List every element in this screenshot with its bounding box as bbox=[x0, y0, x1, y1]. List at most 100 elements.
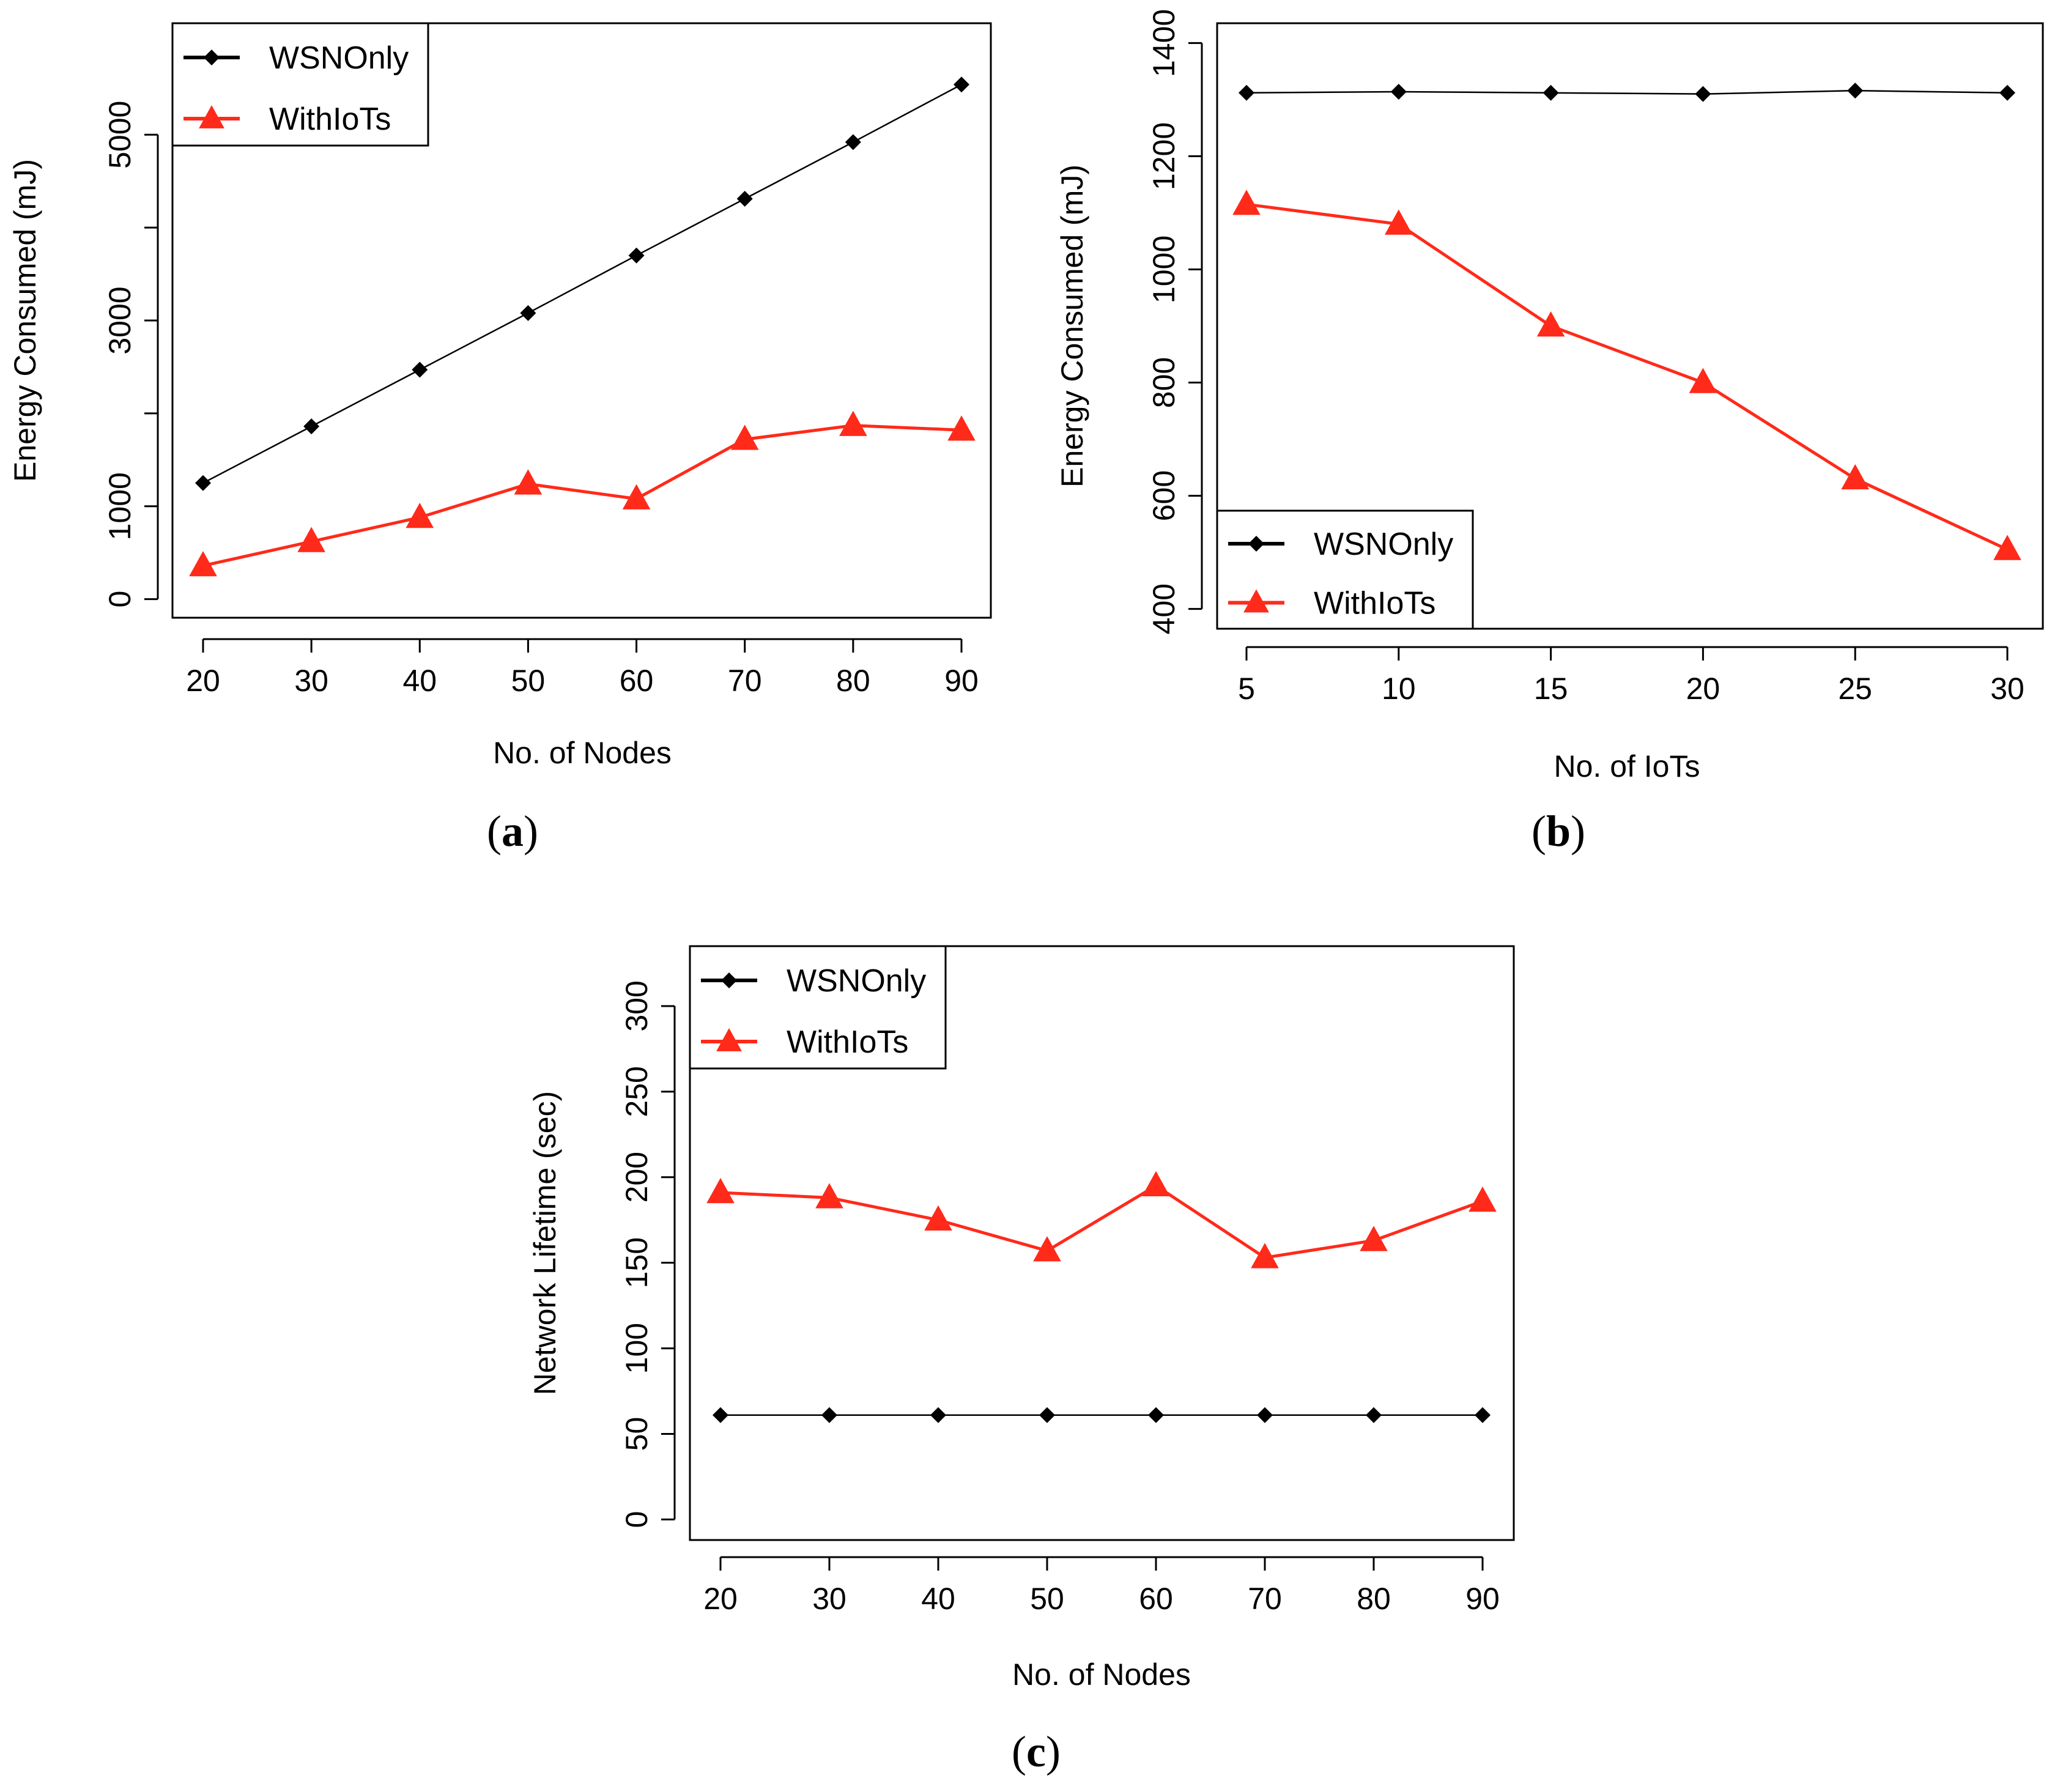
x-tick-label: 30 bbox=[294, 664, 328, 698]
legend-marker-withiots bbox=[716, 1028, 742, 1051]
chart-b: 5 10 15 20 25 30 400 600 800 1000 1200 1400 No. of I… bbox=[1055, 9, 2044, 856]
legend-marker-wsnonly bbox=[721, 972, 737, 988]
caption-part: ( bbox=[487, 807, 502, 856]
x-tick-label: 50 bbox=[1030, 1582, 1064, 1616]
y-tick-label: 400 bbox=[1147, 583, 1181, 634]
x-tick-label: 30 bbox=[1990, 672, 2024, 706]
y-tick-label: 3000 bbox=[103, 286, 137, 354]
data-point-wsnonly bbox=[1695, 86, 1711, 102]
x-tick-label: 90 bbox=[1465, 1582, 1500, 1616]
y-tick-label: 1000 bbox=[103, 472, 137, 540]
data-point-withiots bbox=[1385, 209, 1413, 235]
y-tick-label: 0 bbox=[620, 1511, 654, 1528]
legend-label: WithIoTs bbox=[1314, 586, 1435, 621]
x-tick-label: 60 bbox=[620, 664, 654, 698]
x-tick-label: 70 bbox=[1248, 1582, 1282, 1616]
x-axis-label: No. of IoTs bbox=[1554, 749, 1700, 783]
data-point-wsnonly bbox=[930, 1407, 946, 1423]
caption-part: b bbox=[1546, 807, 1571, 856]
caption-part: ) bbox=[1046, 1727, 1061, 1776]
legend-label: WSNOnly bbox=[269, 40, 409, 76]
data-point-withiots bbox=[839, 410, 867, 436]
y-axis-label: Energy Consumed (mJ) bbox=[8, 159, 42, 482]
data-point-withiots bbox=[297, 527, 325, 552]
x-tick-label: 25 bbox=[1838, 672, 1872, 706]
figure-caption: (a) bbox=[487, 807, 538, 856]
x-axis-label: No. of Nodes bbox=[493, 736, 672, 770]
data-point-withiots bbox=[1360, 1226, 1388, 1251]
chart-a: 20 30 40 50 60 70 80 90 0 1000 3000 5000 No. of Node… bbox=[8, 22, 992, 856]
caption-part: ( bbox=[1532, 807, 1546, 856]
y-tick-label: 1000 bbox=[1147, 235, 1181, 303]
data-point-wsnonly bbox=[1366, 1407, 1382, 1423]
data-point-withiots bbox=[1993, 535, 2021, 560]
data-point-withiots bbox=[514, 469, 543, 495]
data-point-wsnonly bbox=[303, 418, 320, 435]
y-tick-label: 250 bbox=[620, 1066, 654, 1117]
y-tick-label: 50 bbox=[620, 1417, 654, 1451]
caption-part: ) bbox=[524, 807, 538, 856]
caption-part: c bbox=[1026, 1727, 1046, 1776]
plot-frame bbox=[689, 945, 1515, 1541]
data-point-wsnonly bbox=[195, 475, 211, 491]
y-tick-label: 100 bbox=[620, 1323, 654, 1374]
y-axis-label: Network Lifetime (sec) bbox=[528, 1091, 562, 1395]
series-line-wsnonly bbox=[1246, 89, 2008, 95]
data-point-wsnonly bbox=[1239, 84, 1254, 101]
figure-caption: (c) bbox=[1012, 1727, 1061, 1776]
x-tick-label: 30 bbox=[812, 1582, 846, 1616]
legend-label: WSNOnly bbox=[787, 963, 926, 999]
y-tick-label: 150 bbox=[620, 1237, 654, 1288]
y-axis-label: Energy Consumed (mJ) bbox=[1055, 165, 1089, 487]
data-point-wsnonly bbox=[1390, 83, 1407, 100]
data-point-wsnonly bbox=[845, 134, 861, 150]
series-line-wsnonly bbox=[202, 84, 962, 484]
plot-frame bbox=[1216, 22, 2044, 630]
data-point-withiots bbox=[1142, 1171, 1170, 1197]
data-point-withiots bbox=[815, 1183, 843, 1209]
series-line-withiots bbox=[202, 424, 962, 568]
x-tick-label: 50 bbox=[511, 664, 546, 698]
y-tick-label: 1400 bbox=[1147, 9, 1181, 77]
data-point-withiots bbox=[1251, 1243, 1279, 1268]
legend-label: WithIoTs bbox=[269, 102, 391, 137]
x-tick-label: 5 bbox=[1238, 672, 1255, 706]
data-point-withiots bbox=[1469, 1186, 1497, 1212]
data-point-wsnonly bbox=[713, 1407, 728, 1423]
data-point-withiots bbox=[1536, 311, 1565, 337]
y-tick-label: 600 bbox=[1147, 470, 1181, 521]
data-point-wsnonly bbox=[736, 191, 753, 207]
caption-part: ) bbox=[1571, 807, 1585, 856]
y-tick-label: 200 bbox=[620, 1152, 654, 1202]
data-point-withiots bbox=[706, 1177, 735, 1204]
caption-part: ( bbox=[1012, 1727, 1026, 1776]
data-point-withiots bbox=[189, 550, 217, 577]
figure-caption: (b) bbox=[1532, 807, 1585, 856]
x-tick-label: 40 bbox=[921, 1582, 955, 1616]
data-point-withiots bbox=[1232, 190, 1261, 215]
x-tick-label: 70 bbox=[728, 664, 762, 698]
data-point-wsnonly bbox=[1039, 1407, 1055, 1423]
data-point-wsnonly bbox=[520, 305, 536, 321]
data-point-wsnonly bbox=[628, 247, 645, 264]
legend-marker-wsnonly bbox=[1248, 536, 1264, 552]
x-tick-label: 20 bbox=[1686, 672, 1720, 706]
data-point-wsnonly bbox=[1148, 1407, 1164, 1423]
data-point-wsnonly bbox=[1999, 84, 2015, 101]
legend-marker-withiots bbox=[1243, 589, 1269, 613]
legend-marker-withiots bbox=[199, 105, 224, 128]
data-point-wsnonly bbox=[821, 1407, 837, 1423]
data-point-wsnonly bbox=[1475, 1407, 1491, 1423]
x-axis-label: No. of Nodes bbox=[1012, 1657, 1191, 1692]
data-point-withiots bbox=[924, 1205, 952, 1231]
series-line-withiots bbox=[720, 1184, 1483, 1259]
chart-c: 20 30 40 50 60 70 80 90 0 50 100 150 200 250 300 No. of… bbox=[528, 945, 1515, 1776]
y-tick-label: 0 bbox=[103, 591, 137, 608]
x-tick-label: 10 bbox=[1382, 672, 1416, 706]
x-tick-label: 90 bbox=[944, 664, 979, 698]
legend-marker-wsnonly bbox=[204, 50, 220, 65]
data-point-withiots bbox=[622, 484, 651, 509]
data-point-withiots bbox=[1033, 1236, 1061, 1262]
x-tick-label: 20 bbox=[703, 1582, 738, 1616]
